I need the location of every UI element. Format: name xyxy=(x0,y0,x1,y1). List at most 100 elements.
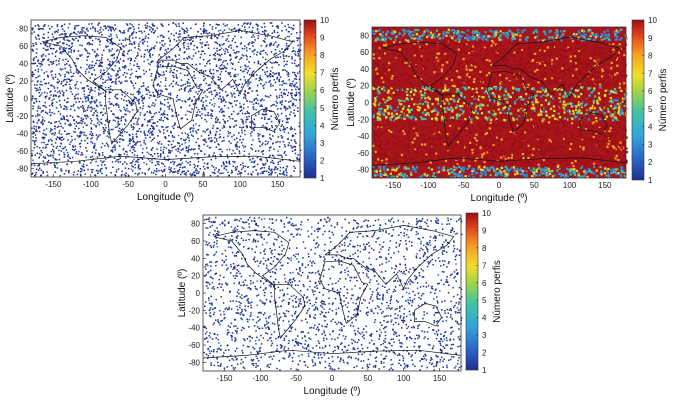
profile-point xyxy=(144,173,147,176)
profile-point xyxy=(299,31,302,33)
profile-point xyxy=(71,45,74,47)
profile-point xyxy=(62,93,64,96)
profile-point xyxy=(233,125,236,128)
profile-point xyxy=(174,123,176,126)
profile-point xyxy=(228,148,231,151)
colorbar-tick-label: 3 xyxy=(320,139,325,148)
profile-point xyxy=(137,93,140,95)
profile-point xyxy=(566,55,569,58)
profile-point xyxy=(185,171,188,174)
profile-point xyxy=(594,165,597,168)
profile-point xyxy=(168,150,171,152)
profile-point xyxy=(35,98,38,100)
profile-point xyxy=(131,164,133,167)
profile-point xyxy=(160,119,162,121)
profile-point xyxy=(45,41,48,43)
profile-point xyxy=(168,134,170,137)
profile-point xyxy=(150,94,152,97)
profile-point xyxy=(100,69,102,71)
profile-point xyxy=(157,163,159,165)
profile-point xyxy=(266,128,268,131)
profile-point xyxy=(139,92,141,94)
profile-point xyxy=(54,121,56,124)
profile-point xyxy=(110,39,112,41)
profile-point xyxy=(66,115,68,117)
profile-point xyxy=(522,94,526,97)
profile-point xyxy=(107,63,110,66)
profile-point xyxy=(273,148,275,150)
profile-point xyxy=(297,44,299,47)
profile-point xyxy=(153,113,156,115)
profile-point xyxy=(129,77,131,79)
profile-point xyxy=(127,28,130,31)
profile-point xyxy=(615,31,618,35)
profile-point xyxy=(137,158,139,161)
profile-point xyxy=(143,96,145,99)
profile-point xyxy=(414,61,417,64)
profile-point xyxy=(185,27,188,29)
profile-point xyxy=(170,167,172,169)
profile-point xyxy=(71,42,74,45)
profile-point xyxy=(284,63,287,66)
profile-point xyxy=(271,125,273,127)
profile-point xyxy=(270,43,273,45)
profile-point xyxy=(89,101,91,103)
profile-point xyxy=(133,96,136,98)
profile-point xyxy=(252,103,255,105)
profile-point xyxy=(219,73,221,76)
profile-point xyxy=(269,110,271,112)
profile-point xyxy=(73,32,76,34)
profile-point xyxy=(180,85,183,87)
profile-point xyxy=(57,91,59,93)
profile-point xyxy=(118,29,121,32)
profile-point xyxy=(396,106,399,109)
profile-point xyxy=(232,165,234,167)
profile-point xyxy=(122,163,124,165)
profile-point xyxy=(91,73,93,76)
profile-point xyxy=(85,100,87,103)
profile-point xyxy=(99,41,101,43)
profile-point xyxy=(188,145,190,147)
profile-point xyxy=(276,97,278,99)
profile-point xyxy=(513,49,517,52)
profile-point xyxy=(239,43,242,45)
profile-point xyxy=(540,46,543,49)
profile-point xyxy=(291,62,293,64)
profile-point xyxy=(568,110,571,113)
profile-point xyxy=(163,73,166,76)
profile-point xyxy=(175,155,177,157)
profile-point xyxy=(264,95,267,97)
profile-point xyxy=(232,85,234,88)
profile-point xyxy=(33,102,35,104)
profile-point xyxy=(133,147,135,149)
profile-point xyxy=(579,67,582,70)
profile-point xyxy=(409,75,412,78)
profile-point xyxy=(299,49,302,52)
profile-point xyxy=(385,158,388,161)
profile-point xyxy=(146,27,148,29)
profile-point xyxy=(35,38,38,40)
profile-point xyxy=(298,37,300,39)
profile-point xyxy=(58,80,61,82)
profile-point xyxy=(185,86,187,89)
profile-point xyxy=(253,41,255,44)
profile-point xyxy=(61,33,64,35)
profile-point xyxy=(197,157,200,160)
profile-point xyxy=(228,161,230,164)
profile-point xyxy=(149,29,151,31)
profile-point xyxy=(217,118,219,120)
profile-point xyxy=(69,69,72,71)
profile-point xyxy=(448,146,451,149)
profile-point xyxy=(105,127,107,129)
profile-point xyxy=(186,58,189,60)
profile-point xyxy=(428,154,432,157)
profile-point xyxy=(152,172,155,174)
profile-point xyxy=(214,83,216,85)
profile-point xyxy=(221,53,223,56)
profile-point xyxy=(149,106,151,108)
profile-point xyxy=(81,32,83,34)
profile-point xyxy=(265,170,268,173)
profile-point xyxy=(56,81,58,84)
profile-point xyxy=(143,114,145,116)
profile-point xyxy=(187,90,190,93)
